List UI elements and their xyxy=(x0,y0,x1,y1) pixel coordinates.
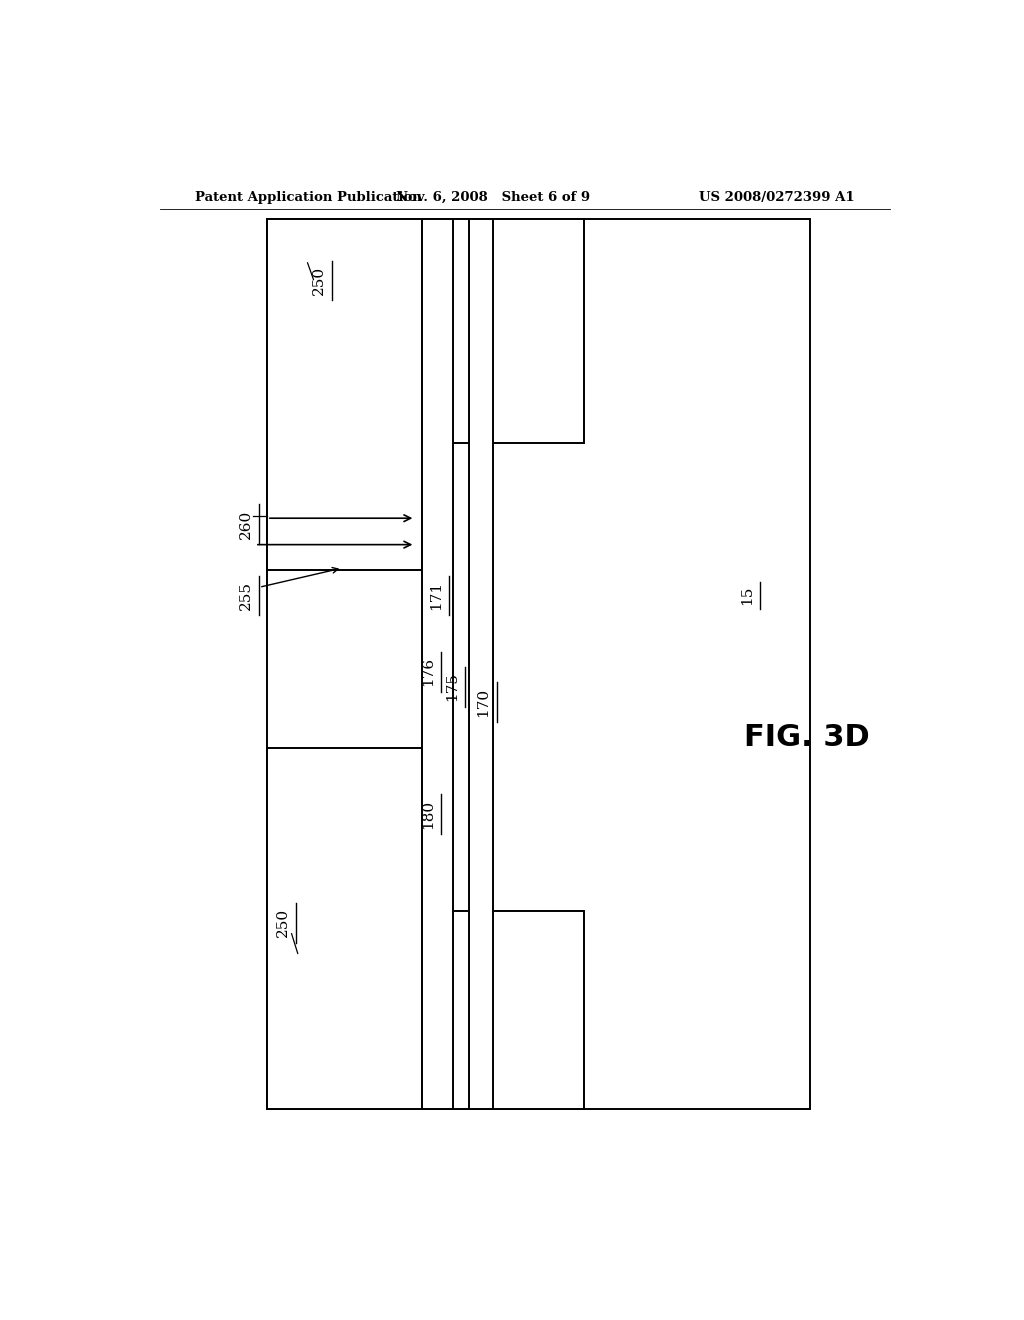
Text: 250: 250 xyxy=(275,908,290,937)
Text: 260: 260 xyxy=(239,510,253,539)
Text: Patent Application Publication: Patent Application Publication xyxy=(196,190,422,203)
Text: 15: 15 xyxy=(740,586,754,605)
Text: 175: 175 xyxy=(444,672,459,701)
Bar xyxy=(267,219,811,1109)
Bar xyxy=(469,219,494,1109)
Text: US 2008/0272399 A1: US 2008/0272399 A1 xyxy=(698,190,854,203)
Text: 255: 255 xyxy=(239,581,253,610)
Bar xyxy=(422,219,454,1109)
Text: 176: 176 xyxy=(421,657,435,686)
Text: 171: 171 xyxy=(429,581,443,610)
Text: FIG. 3D: FIG. 3D xyxy=(743,723,869,752)
Bar xyxy=(422,219,585,444)
Text: Nov. 6, 2008   Sheet 6 of 9: Nov. 6, 2008 Sheet 6 of 9 xyxy=(396,190,590,203)
Text: 180: 180 xyxy=(421,800,435,829)
Bar xyxy=(422,911,585,1109)
Text: 250: 250 xyxy=(311,265,326,294)
Bar xyxy=(267,748,422,1109)
Text: 170: 170 xyxy=(476,688,490,717)
Bar xyxy=(267,219,422,570)
